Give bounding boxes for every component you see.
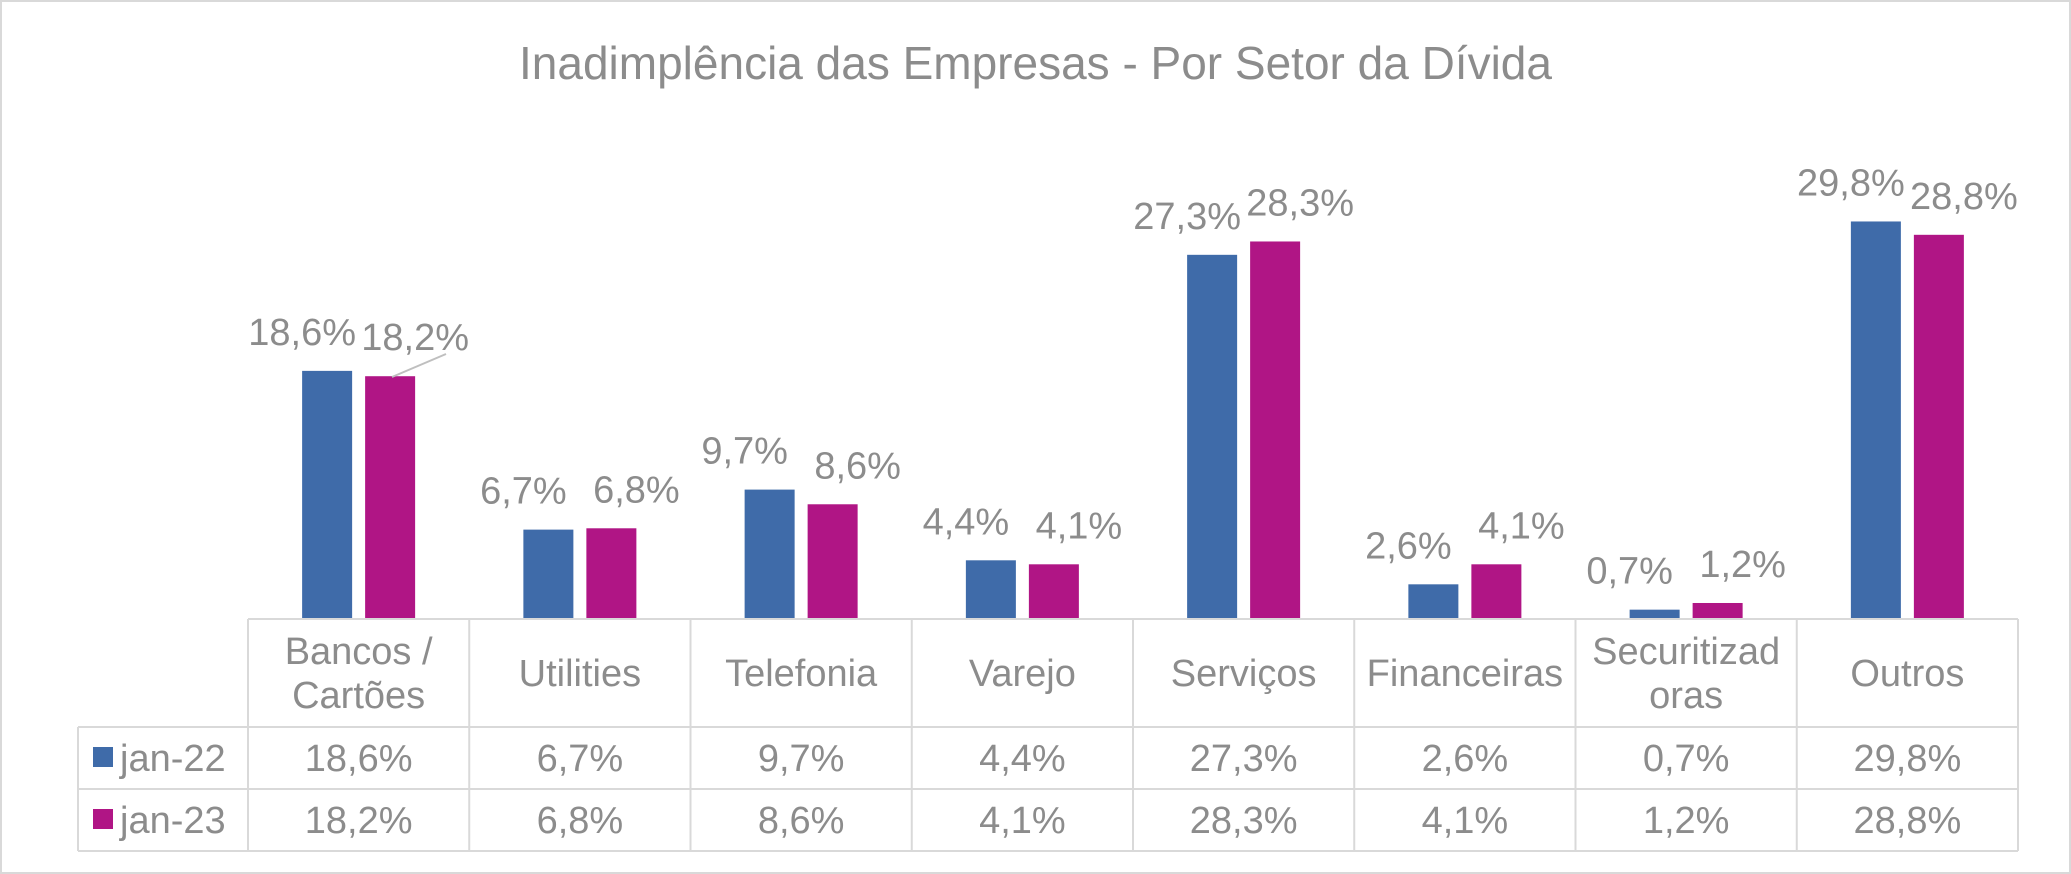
category-label-2-0: Telefonia (725, 653, 878, 695)
data-label-jan-23-0: 18,2% (361, 317, 469, 359)
data-label-jan-22-4: 27,3% (1133, 196, 1241, 238)
data-label-jan-22-7: 29,8% (1797, 162, 1905, 204)
bar-jan-22-2 (744, 489, 795, 619)
legend-label-jan-22: jan-22 (119, 738, 226, 780)
data-label-jan-23-2: 8,6% (814, 445, 901, 487)
table-value-jan-22-4: 27,3% (1190, 738, 1298, 780)
data-label-jan-23-3: 4,1% (1036, 505, 1123, 547)
data-label-jan-23-5: 4,1% (1478, 505, 1565, 547)
category-label-7-0: Outros (1850, 653, 1964, 695)
bar-jan-23-0 (365, 376, 416, 619)
category-label-0-1: Cartões (292, 675, 425, 717)
bar-jan-23-5 (1471, 564, 1522, 619)
table-value-jan-22-6: 0,7% (1643, 738, 1730, 780)
bar-jan-22-4 (1187, 254, 1238, 619)
table-value-jan-23-7: 28,8% (1854, 800, 1962, 842)
data-label-jan-23-4: 28,3% (1246, 182, 1354, 224)
category-label-3-0: Varejo (969, 653, 1076, 695)
category-label-6-0: Securitizad (1592, 631, 1780, 673)
table-value-jan-23-5: 4,1% (1422, 800, 1509, 842)
category-label-4-0: Serviços (1171, 653, 1317, 695)
table-value-jan-23-6: 1,2% (1643, 800, 1730, 842)
data-label-jan-22-5: 2,6% (1365, 525, 1452, 567)
data-label-jan-22-2: 9,7% (701, 431, 788, 473)
data-label-jan-23-6: 1,2% (1699, 544, 1786, 586)
bar-jan-22-1 (523, 529, 574, 619)
legend-swatch-jan-22 (93, 747, 113, 767)
data-label-jan-22-1: 6,7% (480, 471, 567, 513)
table-value-jan-23-3: 4,1% (979, 800, 1066, 842)
legend-swatch-jan-23 (93, 809, 113, 829)
bar-jan-22-3 (965, 560, 1016, 619)
bar-jan-23-2 (807, 504, 858, 619)
bar-jan-23-6 (1692, 602, 1743, 619)
table-value-jan-22-7: 29,8% (1854, 738, 1962, 780)
table-value-jan-23-1: 6,8% (537, 800, 624, 842)
category-label-1-0: Utilities (519, 653, 641, 695)
category-label-5-0: Financeiras (1367, 653, 1563, 695)
bar-jan-22-0 (302, 370, 353, 619)
data-label-jan-22-0: 18,6% (248, 312, 356, 354)
category-label-0-0: Bancos / (285, 631, 433, 673)
chart-title: Inadimplência das Empresas - Por Setor d… (519, 37, 1552, 89)
table-value-jan-22-3: 4,4% (979, 738, 1066, 780)
bar-jan-23-7 (1913, 234, 1964, 620)
bar-jan-23-4 (1250, 241, 1301, 619)
table-value-jan-22-2: 9,7% (758, 738, 845, 780)
table-value-jan-23-4: 28,3% (1190, 800, 1298, 842)
data-label-jan-23-1: 6,8% (593, 469, 680, 511)
data-label-jan-22-3: 4,4% (923, 501, 1010, 543)
table-value-jan-22-0: 18,6% (305, 738, 413, 780)
table-value-jan-22-5: 2,6% (1422, 738, 1509, 780)
bar-jan-22-7 (1850, 221, 1901, 619)
bar-jan-23-1 (586, 528, 637, 619)
legend-label-jan-23: jan-23 (119, 800, 226, 842)
bar-jan-22-5 (1408, 584, 1459, 619)
table-value-jan-23-2: 8,6% (758, 800, 845, 842)
bar-jan-23-3 (1028, 564, 1079, 619)
table-value-jan-22-1: 6,7% (537, 738, 624, 780)
label-leader-line (391, 353, 447, 378)
data-label-jan-22-6: 0,7% (1586, 551, 1673, 593)
category-label-6-1: oras (1649, 675, 1723, 717)
bar-jan-22-6 (1629, 609, 1680, 619)
table-value-jan-23-0: 18,2% (305, 800, 413, 842)
data-label-jan-23-7: 28,8% (1910, 176, 2018, 218)
